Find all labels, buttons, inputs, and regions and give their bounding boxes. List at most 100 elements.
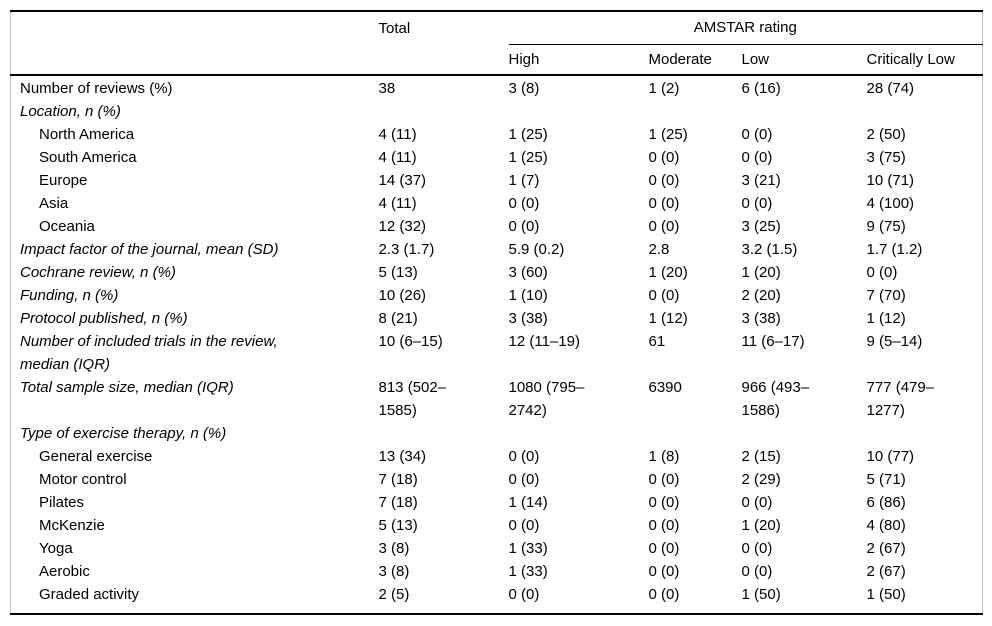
row-value: 5 (13) — [378, 517, 418, 534]
row-value: 813 (502– 1585) — [378, 379, 447, 419]
row-label: Impact factor of the journal, mean (SD) — [20, 241, 279, 258]
row-value: 8 (21) — [378, 310, 418, 327]
row-value: 3 (75) — [866, 149, 906, 166]
row-value: 6390 — [648, 379, 682, 396]
row-value: 3 (8) — [378, 563, 410, 580]
row-value: 0 (0) — [741, 149, 773, 166]
row-value: 1 (12) — [866, 310, 906, 327]
row-value: 777 (479– 1277) — [866, 379, 935, 419]
row-value: 1 (20) — [741, 264, 781, 281]
row-value: 10 (26) — [378, 287, 427, 304]
row-value — [742, 422, 867, 445]
table-row: Type of exercise therapy, n (%) — [11, 422, 983, 445]
table-row: Pilates 7 (18) 1 (14) 0 (0) 0 (0) 6 (86) — [11, 491, 983, 514]
row-label: Pilates — [39, 494, 85, 511]
row-value: 1080 (795– 2742) — [508, 379, 585, 419]
row-value: 0 (0) — [741, 126, 773, 143]
row-value: 1 (25) — [508, 126, 548, 143]
row-value: 0 (0) — [648, 471, 680, 488]
table-row: Total sample size, median (IQR) 813 (502–… — [11, 376, 983, 422]
row-value: 2 (20) — [741, 287, 781, 304]
table-row: Oceania 12 (32) 0 (0) 0 (0) 3 (25) 9 (75) — [11, 215, 983, 238]
row-value: 1 (20) — [741, 517, 781, 534]
row-label: Total sample size, median (IQR) — [20, 379, 234, 396]
row-value: 3 (38) — [741, 310, 781, 327]
row-value: 5 (13) — [378, 264, 418, 281]
row-label: Graded activity — [39, 586, 140, 603]
header-row-groups: Total AMSTAR rating — [11, 11, 983, 45]
table-row: Motor control 7 (18) 0 (0) 0 (0) 2 (29) 5 (71… — [11, 468, 983, 491]
table-row: Yoga 3 (8) 1 (33) 0 (0) 0 (0) 2 (67) — [11, 537, 983, 560]
row-value — [649, 422, 742, 445]
row-value: 0 (0) — [648, 494, 680, 511]
row-value: 4 (11) — [378, 126, 417, 143]
row-value: 0 (0) — [741, 540, 773, 557]
row-value: 12 (32) — [378, 218, 427, 235]
row-value: 4 (100) — [866, 195, 915, 212]
row-value — [509, 422, 649, 445]
row-value: 1 (14) — [508, 494, 548, 511]
table-row: Cochrane review, n (%) 5 (13) 3 (60) 1 (20)… — [11, 261, 983, 284]
row-value: 3 (8) — [378, 540, 410, 557]
header-amstar-rating: AMSTAR rating — [508, 11, 983, 45]
table-row: Asia 4 (11) 0 (0) 0 (0) 0 (0) 4 (100) — [11, 192, 983, 215]
characteristics-table-wrap: Total AMSTAR rating High Moderate Low Cr… — [10, 10, 984, 615]
row-label: South America — [39, 149, 137, 166]
row-value: 6 (16) — [741, 80, 781, 97]
header-empty-cell — [379, 44, 509, 75]
row-value: 0 (0) — [508, 517, 540, 534]
row-value: 3 (38) — [508, 310, 548, 327]
header-moderate: Moderate — [648, 50, 712, 68]
row-value: 966 (493– 1586) — [741, 379, 810, 419]
table-row: General exercise 13 (34) 0 (0) 1 (8) 2 (15) 1… — [11, 445, 983, 468]
row-value: 0 (0) — [741, 195, 773, 212]
row-value: 0 (0) — [648, 172, 680, 189]
table-row: Graded activity 2 (5) 0 (0) 0 (0) 1 (50) 1 (5… — [11, 583, 983, 614]
row-value — [379, 422, 509, 445]
row-value: 3.2 (1.5) — [741, 241, 798, 258]
table-body: Number of reviews (%) 38 3 (8) 1 (2) 6 (16) 2… — [11, 75, 983, 614]
row-value: 0 (0) — [508, 218, 540, 235]
row-value: 1 (25) — [648, 126, 688, 143]
row-value: 9 (5–14) — [866, 333, 923, 350]
row-value: 13 (34) — [378, 448, 427, 465]
row-label: General exercise — [39, 448, 153, 465]
table-row: North America 4 (11) 1 (25) 1 (25) 0 (0) 2 (5… — [11, 123, 983, 146]
row-label: Funding, n (%) — [20, 287, 119, 304]
row-label: Europe — [39, 172, 88, 189]
row-value: 1.7 (1.2) — [866, 241, 923, 258]
header-low: Low — [741, 50, 770, 68]
row-value: 5 (71) — [866, 471, 906, 488]
row-value: 2 (67) — [866, 563, 906, 580]
table-row: Aerobic 3 (8) 1 (33) 0 (0) 0 (0) 2 (67) — [11, 560, 983, 583]
row-value — [867, 100, 983, 123]
row-value: 28 (74) — [866, 80, 915, 97]
row-value: 1 (8) — [648, 448, 680, 465]
row-value: 10 (6–15) — [378, 333, 443, 350]
row-value — [649, 100, 742, 123]
row-value: 10 (77) — [866, 448, 915, 465]
header-empty-cell — [11, 11, 379, 44]
row-value — [379, 100, 509, 123]
row-value: 0 (0) — [508, 586, 540, 603]
header-row-subcolumns: High Moderate Low Critically Low — [11, 44, 983, 75]
row-value — [509, 100, 649, 123]
row-value: 2 (15) — [741, 448, 781, 465]
characteristics-table: Total AMSTAR rating High Moderate Low Cr… — [10, 10, 984, 615]
row-value: 4 (11) — [378, 149, 417, 166]
row-value: 0 (0) — [866, 264, 898, 281]
row-value: 7 (70) — [866, 287, 906, 304]
row-value: 2.8 — [648, 241, 670, 258]
row-value: 0 (0) — [648, 287, 680, 304]
row-label: Motor control — [39, 471, 127, 488]
row-value: 0 (0) — [741, 494, 773, 511]
row-value: 1 (12) — [648, 310, 688, 327]
row-value: 0 (0) — [508, 471, 540, 488]
row-value: 0 (0) — [508, 195, 540, 212]
row-value: 0 (0) — [648, 517, 680, 534]
row-value: 1 (50) — [866, 586, 906, 603]
row-value: 5.9 (0.2) — [508, 241, 565, 258]
table-row: South America 4 (11) 1 (25) 0 (0) 0 (0) 3 (75… — [11, 146, 983, 169]
row-value: 3 (21) — [741, 172, 781, 189]
row-label: McKenzie — [39, 517, 105, 534]
